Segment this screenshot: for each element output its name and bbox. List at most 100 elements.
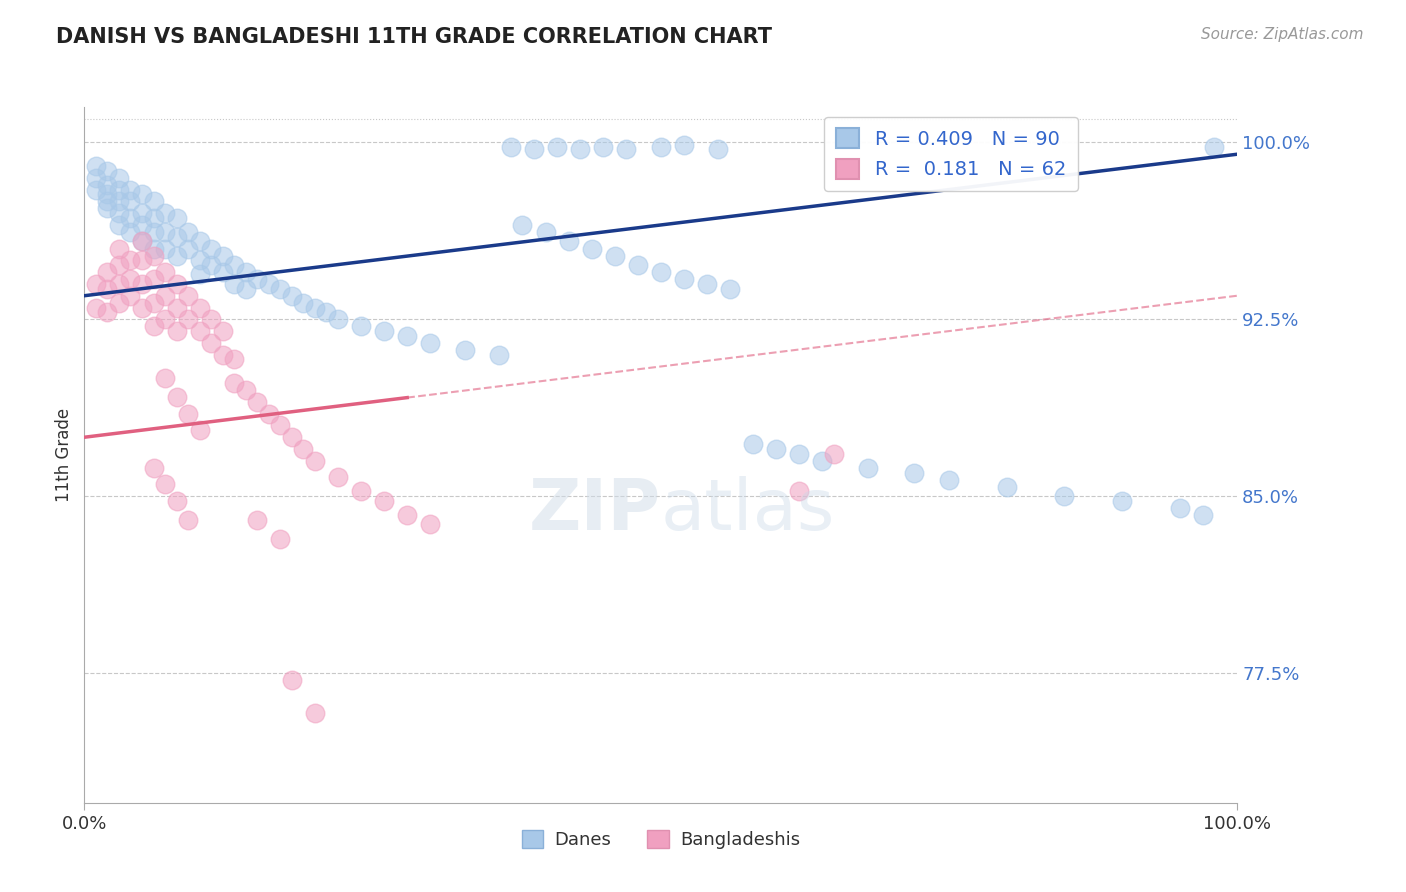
Point xyxy=(153,242,176,256)
Point xyxy=(211,249,233,263)
Point xyxy=(84,159,107,173)
Point xyxy=(188,423,211,437)
Point xyxy=(672,137,695,152)
Point xyxy=(84,170,107,185)
Point xyxy=(108,170,131,185)
Point xyxy=(108,295,131,310)
Point xyxy=(603,249,626,263)
Point xyxy=(131,187,153,202)
Point xyxy=(166,494,188,508)
Point xyxy=(995,480,1018,494)
Point xyxy=(281,430,304,444)
Point xyxy=(672,272,695,286)
Point xyxy=(512,218,534,232)
Point xyxy=(627,258,650,272)
Point xyxy=(177,407,200,421)
Point xyxy=(614,143,637,157)
Point xyxy=(96,202,118,216)
Point xyxy=(166,229,188,244)
Point xyxy=(131,218,153,232)
Point xyxy=(96,282,118,296)
Point xyxy=(257,407,280,421)
Point xyxy=(304,454,326,468)
Point xyxy=(108,242,131,256)
Point xyxy=(304,706,326,721)
Point xyxy=(454,343,477,357)
Point xyxy=(373,494,395,508)
Point xyxy=(592,140,614,154)
Point xyxy=(742,437,765,451)
Point xyxy=(188,235,211,249)
Point xyxy=(396,508,419,522)
Point xyxy=(142,194,165,209)
Point xyxy=(546,140,568,154)
Point xyxy=(188,301,211,315)
Point xyxy=(166,390,188,404)
Point xyxy=(188,253,211,268)
Point xyxy=(581,242,603,256)
Point xyxy=(120,289,142,303)
Point xyxy=(142,242,165,256)
Point xyxy=(246,272,269,286)
Point xyxy=(96,187,118,202)
Point xyxy=(765,442,787,456)
Point xyxy=(166,211,188,225)
Point xyxy=(188,268,211,282)
Point xyxy=(707,143,730,157)
Point xyxy=(269,282,291,296)
Point xyxy=(235,265,257,279)
Point xyxy=(224,277,246,291)
Point xyxy=(108,277,131,291)
Point xyxy=(142,272,165,286)
Point xyxy=(326,312,349,326)
Point xyxy=(153,265,176,279)
Point xyxy=(96,178,118,192)
Point xyxy=(269,418,291,433)
Point xyxy=(281,289,304,303)
Point xyxy=(142,319,165,334)
Point xyxy=(718,282,741,296)
Point xyxy=(823,447,845,461)
Point xyxy=(96,305,118,319)
Point xyxy=(153,312,176,326)
Point xyxy=(292,295,315,310)
Point xyxy=(131,206,153,220)
Point xyxy=(211,265,233,279)
Point xyxy=(131,235,153,249)
Point xyxy=(200,258,222,272)
Point xyxy=(142,225,165,239)
Point xyxy=(131,253,153,268)
Point xyxy=(523,143,546,157)
Point xyxy=(120,211,142,225)
Point xyxy=(177,289,200,303)
Point xyxy=(350,319,373,334)
Point xyxy=(108,258,131,272)
Point xyxy=(569,143,592,157)
Point xyxy=(350,484,373,499)
Point xyxy=(131,235,153,249)
Point xyxy=(211,324,233,338)
Point xyxy=(177,242,200,256)
Point xyxy=(938,473,960,487)
Point xyxy=(200,312,222,326)
Point xyxy=(188,324,211,338)
Point xyxy=(142,461,165,475)
Point xyxy=(1053,489,1076,503)
Point xyxy=(211,348,233,362)
Point xyxy=(177,513,200,527)
Point xyxy=(153,289,176,303)
Point xyxy=(153,371,176,385)
Point xyxy=(269,532,291,546)
Point xyxy=(903,466,925,480)
Point xyxy=(108,206,131,220)
Point xyxy=(142,249,165,263)
Point xyxy=(153,225,176,239)
Point xyxy=(650,140,672,154)
Point xyxy=(235,282,257,296)
Point xyxy=(787,484,810,499)
Point xyxy=(373,324,395,338)
Point xyxy=(281,673,304,688)
Point xyxy=(246,395,269,409)
Point xyxy=(96,265,118,279)
Point xyxy=(166,277,188,291)
